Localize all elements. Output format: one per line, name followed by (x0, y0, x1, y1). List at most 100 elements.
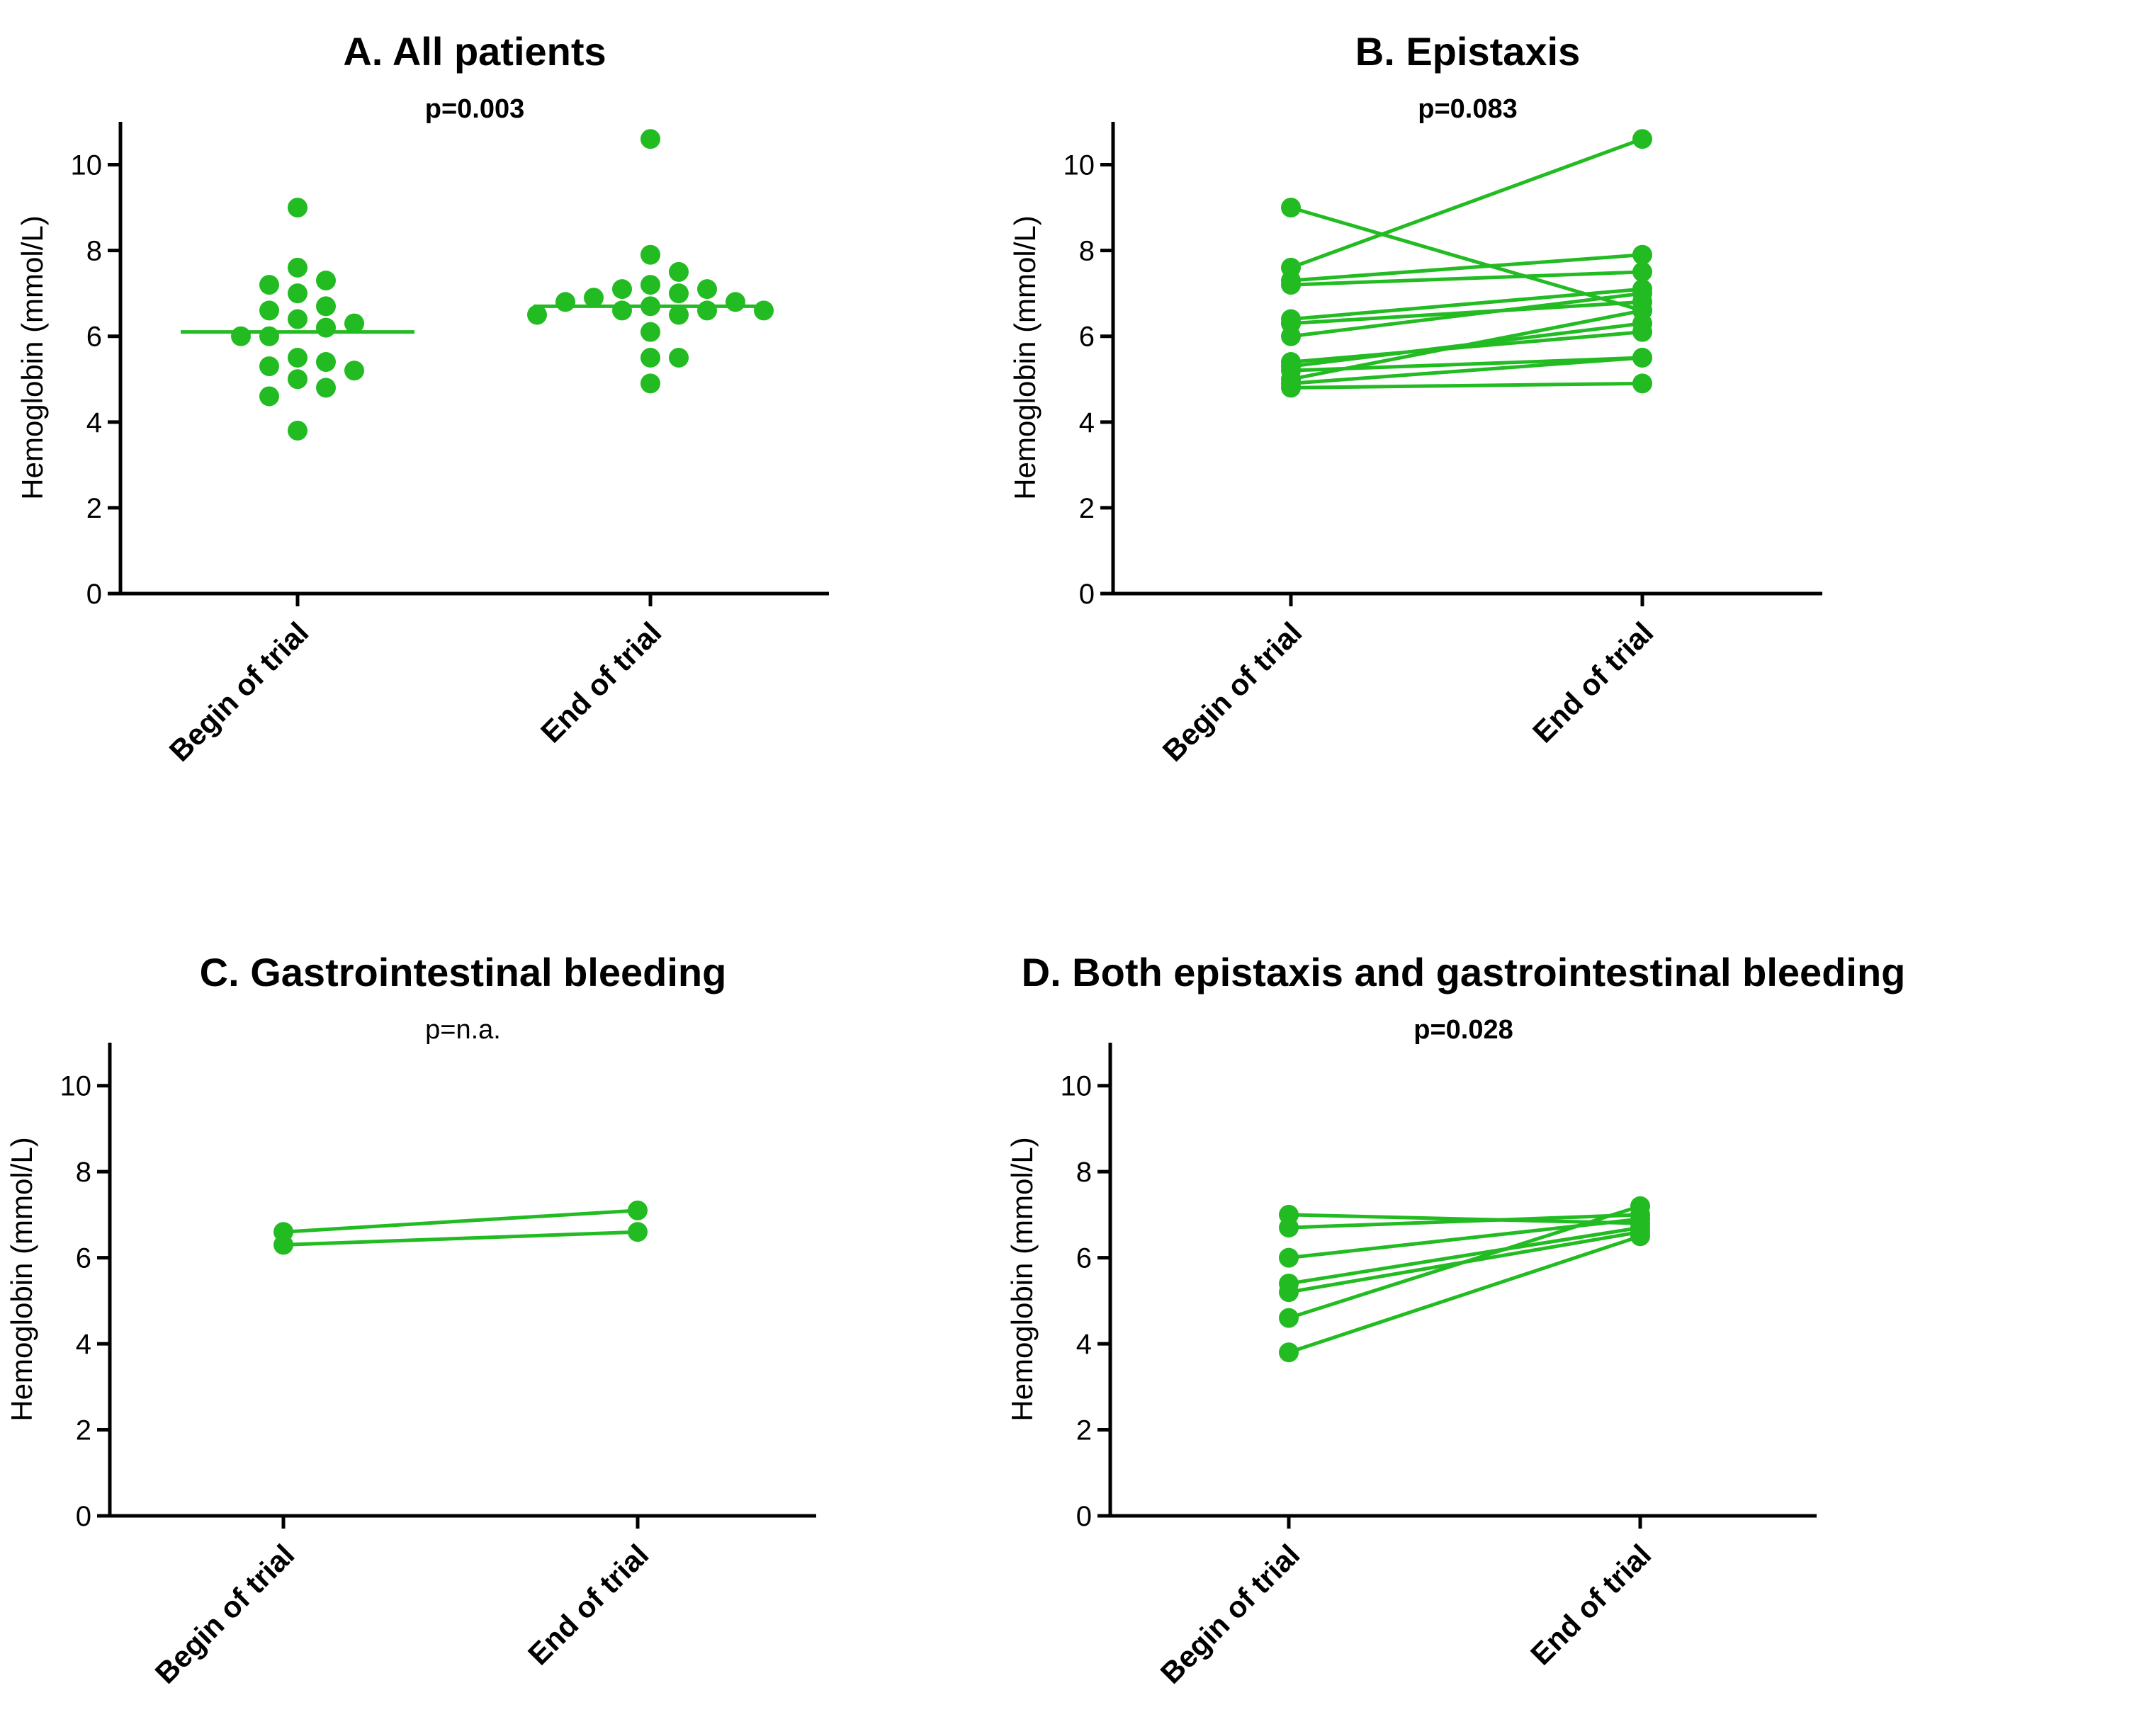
data-point (1632, 348, 1652, 368)
data-point (628, 1222, 648, 1242)
y-tick-label: 10 (71, 150, 103, 181)
data-point (288, 198, 307, 218)
data-point (669, 261, 689, 282)
data-point (1630, 1226, 1650, 1247)
data-point (316, 378, 336, 398)
data-point (288, 283, 307, 304)
y-axis-label: Hemoglobin (mmol/L) (5, 1137, 38, 1421)
data-point (288, 257, 307, 278)
data-point (527, 305, 547, 325)
y-tick-label: 10 (60, 1071, 92, 1102)
panel-title: D. Both epistaxis and gastrointestinal b… (1022, 950, 1906, 994)
y-tick-label: 4 (76, 1329, 91, 1360)
y-tick-label: 8 (1076, 1157, 1092, 1188)
data-point (1279, 1218, 1299, 1238)
y-tick-label: 4 (86, 407, 102, 438)
data-point (555, 292, 575, 312)
y-tick-label: 2 (76, 1415, 91, 1446)
x-tick-label: End of trial (521, 1538, 655, 1671)
y-tick-label: 8 (1079, 236, 1095, 267)
data-point (288, 420, 307, 441)
x-tick-label: Begin of trial (149, 1538, 301, 1690)
series-line (1290, 270, 1643, 287)
panel-title: A. All patients (343, 29, 606, 74)
y-tick-label: 4 (1079, 407, 1095, 438)
data-point (316, 352, 336, 373)
panel-b: B. Epistaxis p=0.083 0 2 4 6 8 10 Hemoglobin (mm… (1008, 29, 1822, 768)
y-tick-label: 0 (1076, 1501, 1092, 1532)
y-tick-label: 10 (1063, 150, 1095, 181)
data-point (344, 313, 364, 334)
y-tick-label: 10 (1061, 1071, 1093, 1102)
data-point (316, 296, 336, 317)
data-point (726, 292, 745, 312)
series-line (283, 1208, 638, 1234)
data-point (1279, 1342, 1299, 1363)
y-tick-label: 4 (1076, 1329, 1092, 1360)
series-line (1290, 300, 1643, 326)
p-value: p=0.083 (1418, 94, 1518, 124)
data-point (259, 326, 279, 346)
series-line (1290, 287, 1643, 322)
y-tick-label: 8 (76, 1157, 91, 1188)
x-tick-label: End of trial (534, 616, 667, 749)
y-tick-label: 8 (86, 236, 102, 267)
data-point (640, 348, 660, 368)
data-point (640, 129, 660, 149)
y-axis-label: Hemoglobin (mmol/L) (1005, 1137, 1039, 1421)
data-point (1281, 378, 1301, 398)
y-tick-label: 0 (76, 1501, 91, 1532)
data-point (640, 275, 660, 295)
data-point (754, 300, 774, 321)
x-tick-label: End of trial (1524, 1538, 1657, 1671)
y-tick-label: 6 (76, 1243, 91, 1274)
panel-a: A. All patients p=0.003 0 2 4 6 8 10 Hemoglobin … (16, 29, 829, 768)
data-point (316, 317, 336, 338)
y-tick-label: 6 (1076, 1243, 1092, 1274)
series-line (1288, 1213, 1641, 1230)
data-point (1630, 1196, 1650, 1216)
y-tick-label: 2 (86, 493, 102, 524)
panel-title: B. Epistaxis (1355, 29, 1580, 74)
data-point (1281, 275, 1301, 295)
data-point (640, 244, 660, 265)
series-line (283, 1230, 638, 1247)
series-line (1290, 291, 1643, 339)
p-value: p=0.003 (425, 94, 525, 124)
data-point (259, 356, 279, 377)
x-tick-label: Begin of trial (163, 616, 315, 768)
data-point (697, 300, 717, 321)
data-point (669, 348, 689, 368)
series-line (1288, 1234, 1641, 1354)
panel-title: C. Gastrointestinal bleeding (200, 950, 727, 994)
data-point (259, 300, 279, 321)
panel-c: C. Gastrointestinal bleeding p=n.a. 0 2 4 6 8 1… (5, 950, 816, 1690)
data-point (288, 348, 307, 368)
data-point (1632, 373, 1652, 394)
series-line (1290, 330, 1643, 364)
data-point (316, 271, 336, 291)
data-point (1279, 1282, 1299, 1303)
x-tick-label: End of trial (1526, 616, 1659, 749)
data-point (612, 279, 632, 300)
data-point (1281, 326, 1301, 346)
data-point (640, 373, 660, 394)
data-point (273, 1235, 293, 1255)
data-point (1632, 129, 1652, 149)
y-tick-label: 6 (86, 322, 102, 353)
data-point (288, 309, 307, 329)
series-line (1290, 253, 1643, 283)
series-line (1288, 1225, 1641, 1286)
panel-d: D. Both epistaxis and gastrointestinal b… (1005, 950, 1905, 1690)
series-line (1290, 356, 1643, 373)
series-line (1290, 356, 1643, 385)
data-point (231, 326, 251, 346)
data-point (1279, 1247, 1299, 1268)
data-point (584, 288, 604, 308)
y-axis-label: Hemoglobin (mmol/L) (1008, 215, 1042, 499)
data-point (1279, 1308, 1299, 1328)
data-point (1632, 283, 1652, 304)
y-tick-label: 0 (86, 579, 102, 610)
y-tick-label: 0 (1079, 579, 1095, 610)
x-tick-label: Begin of trial (1154, 1538, 1306, 1690)
